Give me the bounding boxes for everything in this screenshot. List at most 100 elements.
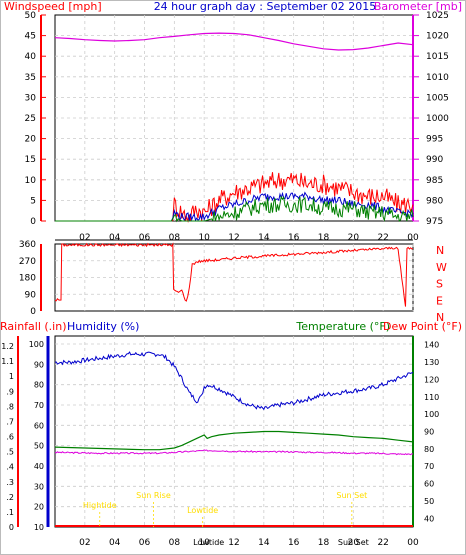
compass-label: N — [436, 244, 444, 257]
humidity-tick-label: 50 — [34, 442, 44, 451]
rain-tick-label: .2 — [6, 493, 14, 502]
baro-tick-label: 985 — [426, 176, 443, 186]
humidity-tick-label: 70 — [34, 401, 44, 410]
wind-tick-label: 25 — [25, 114, 36, 124]
rain-tick-label: 0 — [9, 523, 14, 532]
humidity-tick-label: 30 — [34, 482, 44, 491]
x-tick-label: 04 — [109, 233, 121, 243]
rain-tick-label: 1.1 — [1, 357, 14, 366]
baro-tick-label: 995 — [426, 135, 443, 145]
series-humidity — [54, 351, 414, 411]
wind-tick-label: 0 — [30, 217, 36, 227]
compass-label: S — [436, 278, 443, 291]
series-dewpoint — [54, 449, 414, 456]
x-tick-label: 00 — [407, 233, 419, 243]
windspeed-axis-label: Windspeed [mph] — [4, 0, 102, 13]
x-tick-label: 18 — [318, 233, 330, 243]
baro-tick-label: 1025 — [426, 11, 449, 21]
x-tick-label: 06 — [139, 538, 151, 548]
x-extra-label: Lowtide — [193, 538, 224, 547]
x-tick-label: 22 — [377, 233, 388, 243]
temp-tick-label: 130 — [424, 358, 439, 367]
x-extra-label: Sun Set — [338, 538, 369, 547]
direction-tick-label: 270 — [19, 257, 36, 267]
x-tick-label: 16 — [288, 233, 300, 243]
series-wind-direction — [54, 242, 414, 307]
humidity-tick-label: 80 — [34, 381, 44, 390]
rain-tick-label: .7 — [6, 417, 14, 426]
dewpoint-axis-label: Dew Point (°F) — [383, 320, 462, 333]
temp-tick-label: 70 — [424, 462, 434, 471]
baro-tick-label: 1020 — [426, 32, 449, 42]
x-tick-label: 04 — [109, 538, 121, 548]
x-tick-label: 12 — [228, 538, 239, 548]
temp-tick-label: 120 — [424, 375, 439, 384]
x-tick-label: 10 — [198, 233, 210, 243]
baro-tick-label: 1010 — [426, 73, 449, 83]
rain-tick-label: .3 — [6, 478, 14, 487]
temp-tick-label: 40 — [424, 514, 434, 523]
wind-tick-label: 20 — [25, 135, 37, 145]
temperature-axis-label: Temperature (°F) — [295, 320, 390, 333]
direction-tick-label: 90 — [25, 290, 37, 300]
compass-label: N — [436, 311, 444, 324]
temp-tick-label: 50 — [424, 497, 434, 506]
x-tick-label: 12 — [228, 233, 239, 243]
time-annotation: Sun Set — [336, 491, 367, 500]
wind-tick-label: 5 — [30, 196, 36, 206]
humidity-tick-label: 40 — [34, 462, 44, 471]
rain-tick-label: .8 — [6, 402, 14, 411]
x-tick-label: 10 — [198, 538, 210, 548]
x-tick-label: 08 — [169, 538, 181, 548]
direction-tick-label: 360 — [19, 240, 36, 250]
compass-label: E — [436, 294, 443, 307]
rain-tick-label: .6 — [6, 433, 14, 442]
wind-tick-label: 45 — [25, 32, 36, 42]
wind-tick-label: 35 — [25, 73, 36, 83]
temp-tick-label: 100 — [424, 410, 439, 419]
temp-tick-label: 90 — [424, 428, 434, 437]
baro-tick-label: 990 — [426, 155, 443, 165]
x-tick-label: 02 — [79, 233, 90, 243]
humidity-tick-label: 100 — [29, 340, 44, 349]
x-tick-label: 16 — [288, 538, 300, 548]
rain-tick-label: .4 — [6, 463, 14, 472]
rain-tick-label: 1 — [9, 372, 14, 381]
chart-title: 24 hour graph day : September 02 2015 — [154, 0, 377, 13]
x-tick-label: 22 — [377, 538, 388, 548]
series-barometer — [54, 32, 414, 51]
x-tick-label: 06 — [139, 233, 151, 243]
rain-tick-label: 1.2 — [1, 342, 14, 351]
temp-tick-label: 80 — [424, 445, 434, 454]
direction-tick-label: 180 — [19, 274, 36, 284]
rain-tick-label: .5 — [6, 448, 14, 457]
x-tick-label: 02 — [79, 538, 90, 548]
rainfall-axis-label: Rainfall (.in) — [0, 320, 67, 333]
humidity-tick-label: 10 — [34, 523, 44, 532]
wind-tick-label: 50 — [25, 11, 37, 21]
direction-tick-label: 0 — [30, 307, 36, 317]
baro-tick-label: 1015 — [426, 52, 449, 62]
compass-label: W — [436, 261, 447, 274]
x-tick-label: 00 — [407, 538, 419, 548]
rain-tick-label: .1 — [6, 508, 14, 517]
humidity-axis-label: Humidity (%) — [67, 320, 139, 333]
wind-tick-label: 30 — [25, 93, 37, 103]
humidity-tick-label: 20 — [34, 503, 44, 512]
x-tick-label: 18 — [318, 538, 330, 548]
x-tick-label: 08 — [169, 233, 181, 243]
baro-tick-label: 1005 — [426, 93, 449, 103]
x-tick-label: 20 — [348, 233, 360, 243]
time-annotation: Hightide — [83, 501, 117, 510]
baro-tick-label: 1000 — [426, 114, 449, 124]
humidity-tick-label: 60 — [34, 421, 44, 430]
barometer-axis-label: Barometer [mb] — [374, 0, 462, 13]
x-tick-label: 14 — [258, 233, 270, 243]
temp-tick-label: 140 — [424, 341, 439, 350]
baro-tick-label: 975 — [426, 217, 443, 227]
x-tick-label: 20 — [348, 538, 360, 548]
series-temperature — [54, 430, 414, 451]
temp-tick-label: 60 — [424, 480, 434, 489]
time-annotation: Lowtide — [187, 506, 218, 515]
